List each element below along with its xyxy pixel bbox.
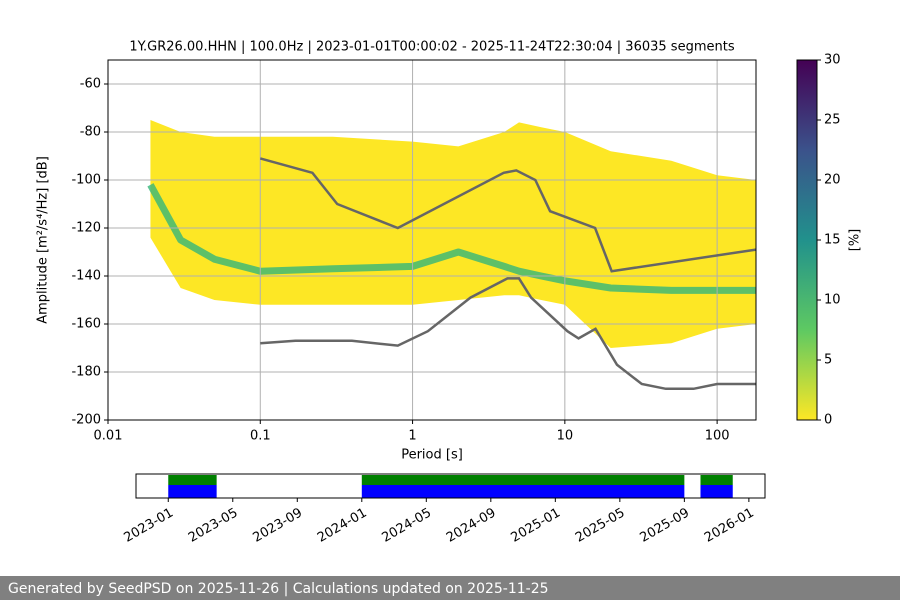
y-tick-label: -100 xyxy=(71,173,101,188)
x-tick-label: 2025-01 xyxy=(509,506,564,546)
x-tick-label: 2023-09 xyxy=(250,506,305,546)
colorbar-tick-label: 25 xyxy=(824,113,841,128)
x-tick-label: 2024-01 xyxy=(315,506,370,546)
density-area xyxy=(150,120,756,348)
availability-span xyxy=(168,485,217,498)
colorbar-tick-label: 20 xyxy=(824,173,841,188)
x-tick-label: 0.1 xyxy=(250,429,271,444)
timeline-frame xyxy=(135,473,766,499)
colorbar-tick-label: 10 xyxy=(824,293,841,308)
x-tick-label: 2024-09 xyxy=(444,506,499,546)
availability-span xyxy=(361,485,685,498)
availability-span xyxy=(168,475,217,485)
density-mode xyxy=(147,183,756,294)
availability-span xyxy=(361,475,685,485)
x-tick-label: 2024-05 xyxy=(380,506,435,546)
colorbar-tick-label: 5 xyxy=(824,353,832,368)
x-tick-label: 2026-01 xyxy=(702,506,757,546)
y-tick-label: -80 xyxy=(80,125,101,140)
x-tick-label: 100 xyxy=(705,429,730,444)
x-tick-label: 2023-01 xyxy=(121,506,176,546)
x-tick-label: 2025-05 xyxy=(573,506,628,546)
availability-span xyxy=(700,485,733,498)
chart-title: 1Y.GR26.00.HHN | 100.0Hz | 2023-01-01T00… xyxy=(129,40,734,55)
footer-bar xyxy=(0,576,900,600)
y-tick-label: -140 xyxy=(71,269,101,284)
y-tick-label: -160 xyxy=(71,317,101,332)
y-tick-label: -60 xyxy=(80,77,101,92)
x-tick-label: 2025-09 xyxy=(638,506,693,546)
model-line xyxy=(259,157,757,273)
colorbar-label: [%] xyxy=(848,229,863,252)
y-tick-label: -200 xyxy=(71,413,101,428)
model-line xyxy=(260,277,756,391)
plot-frame xyxy=(107,59,757,421)
colorbar xyxy=(796,59,818,421)
colorbar-tick-label: 30 xyxy=(824,53,841,68)
footer: Generated by SeedPSD on 2025-11-26 | Cal… xyxy=(8,581,549,597)
availability-span xyxy=(700,475,733,485)
x-tick-label: 0.01 xyxy=(94,429,123,444)
colorbar-tick-label: 15 xyxy=(824,233,841,248)
x-tick-label: 10 xyxy=(557,429,574,444)
x-tick-label: 2023-05 xyxy=(186,506,241,546)
x-tick-label: 1 xyxy=(408,429,416,444)
x-axis-label: Period [s] xyxy=(401,448,463,463)
colorbar-tick-label: 0 xyxy=(824,413,832,428)
y-tick-label: -120 xyxy=(71,221,101,236)
y-tick-label: -180 xyxy=(71,365,101,380)
y-axis-label: Amplitude [m²/s⁴/Hz] [dB] xyxy=(36,156,51,324)
